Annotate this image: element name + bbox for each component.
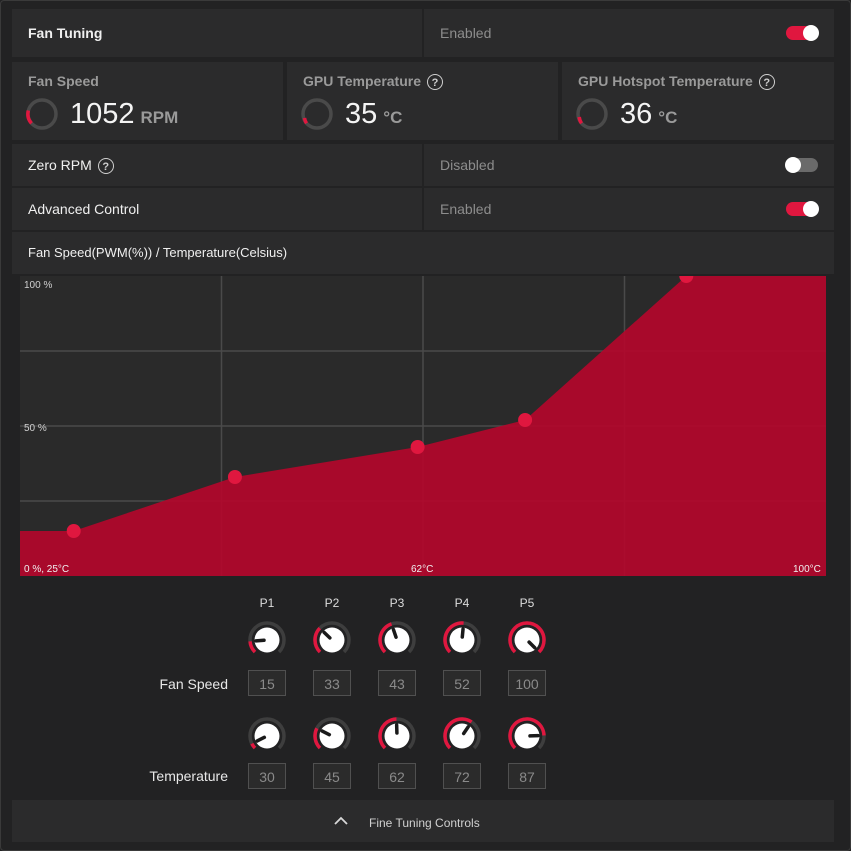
point-header-p4: P4 (454, 596, 470, 610)
point-header-p2: P2 (324, 596, 340, 610)
metric-title: GPU Hotspot Temperature? (578, 73, 775, 91)
fan-speed-row-label: Fan Speed (159, 676, 229, 692)
temperature-knob-p1[interactable] (247, 716, 287, 756)
fan-speed-knob-p1[interactable] (247, 620, 287, 660)
fan-tuning-status: Enabled (440, 25, 492, 41)
fan-speed-input-p1[interactable]: 15 (248, 670, 286, 696)
chart-area (20, 276, 826, 576)
metric-value: 1052 RPM (70, 98, 179, 130)
zero-rpm-label: Zero RPM? (28, 157, 114, 175)
point-header-p3: P3 (389, 596, 405, 610)
chart-header-label: Fan Speed(PWM(%)) / Temperature(Celsius) (28, 245, 288, 260)
metric-unit: °C (658, 108, 678, 127)
x-axis-mid-label: 62°C (411, 564, 433, 575)
fan-speed-input-p2[interactable]: 33 (313, 670, 351, 696)
temperature-input-p3[interactable]: 62 (378, 763, 416, 789)
fan-speed-metric: Fan Speed 1052 RPM (12, 62, 283, 140)
fan-tuning-label: Fan Tuning (28, 25, 103, 41)
fan-curve-chart[interactable]: 100 % 50 % 0 %, 25°C 62°C 100°C (20, 269, 826, 576)
zero-rpm-status-cell: Disabled (424, 144, 834, 186)
temperature-input-p1[interactable]: 30 (248, 763, 286, 789)
metric-title: Fan Speed (28, 73, 99, 89)
fan-tuning-status-cell: Enabled (424, 9, 834, 57)
y-axis-mid-label: 50 % (24, 423, 47, 434)
temperature-knob-p2[interactable] (312, 716, 352, 756)
gpu-temperature-gauge-icon (301, 98, 333, 130)
y-axis-top-label: 100 % (24, 280, 52, 291)
zero-rpm-status: Disabled (440, 157, 495, 173)
temperature-input-p2[interactable]: 45 (313, 763, 351, 789)
fan-curve-area (20, 276, 826, 576)
temperature-knob-p5[interactable] (507, 716, 547, 756)
curve-point-p3[interactable] (410, 440, 425, 454)
fan-speed-input-p4[interactable]: 52 (443, 670, 481, 696)
help-icon[interactable]: ? (758, 74, 775, 91)
fan-speed-gauge-icon (26, 98, 58, 130)
origin-label: 0 %, 25°C (24, 564, 69, 575)
metric-value: 36 °C (620, 98, 678, 130)
curve-point-p2[interactable] (227, 470, 242, 484)
gpu-hotspot-temperature-metric: GPU Hotspot Temperature? 36 °C (562, 62, 834, 140)
fan-speed-knob-p4[interactable] (442, 620, 482, 660)
fan-speed-input-p5[interactable]: 100 (508, 670, 546, 696)
x-axis-max-label: 100°C (793, 564, 821, 575)
metric-title: GPU Temperature? (303, 73, 443, 91)
advanced-control-status-cell: Enabled (424, 188, 834, 230)
chart-header: Fan Speed(PWM(%)) / Temperature(Celsius) (12, 232, 834, 274)
fine-tuning-controls-footer[interactable]: Fine Tuning Controls (12, 800, 834, 842)
metric-unit: °C (383, 108, 403, 127)
temperature-input-p5[interactable]: 87 (508, 763, 546, 789)
gpu-hotspot-gauge-icon (576, 98, 608, 130)
advanced-control-label-cell: Advanced Control (12, 188, 422, 230)
gpu-temperature-metric: GPU Temperature? 35 °C (287, 62, 558, 140)
point-header-p1: P1 (259, 596, 275, 610)
advanced-control-toggle[interactable] (786, 201, 819, 217)
fan-speed-knob-p3[interactable] (377, 620, 417, 660)
point-header-p5: P5 (519, 596, 535, 610)
chevron-up-icon[interactable] (334, 816, 348, 826)
zero-rpm-toggle[interactable] (785, 157, 818, 173)
fan-speed-knob-p5[interactable] (507, 620, 547, 660)
fan-curve-svg[interactable]: 100 % 50 % 0 %, 25°C 62°C 100°C (20, 269, 826, 576)
help-icon[interactable]: ? (427, 74, 443, 91)
temperature-input-p4[interactable]: 72 (443, 763, 481, 789)
temperature-row-label: Temperature (149, 768, 228, 784)
temperature-knob-p3[interactable] (377, 716, 417, 756)
temperature-knob-p4[interactable] (442, 716, 482, 756)
fan-speed-input-p3[interactable]: 43 (378, 670, 416, 696)
curve-point-p1[interactable] (66, 524, 81, 538)
advanced-control-status: Enabled (440, 201, 492, 217)
chart-points (66, 269, 694, 538)
zero-rpm-label-cell: Zero RPM? (12, 144, 422, 186)
metric-unit: RPM (140, 108, 179, 127)
metric-value: 35 °C (345, 98, 403, 130)
help-icon[interactable]: ? (97, 158, 114, 175)
fine-tuning-controls-label[interactable]: Fine Tuning Controls (369, 816, 480, 830)
advanced-control-label: Advanced Control (28, 201, 140, 217)
curve-point-p4[interactable] (518, 413, 533, 427)
fan-tuning-toggle[interactable] (786, 25, 819, 41)
fan-tuning-label-cell: Fan Tuning (12, 9, 422, 57)
fan-speed-knob-p2[interactable] (312, 620, 352, 660)
